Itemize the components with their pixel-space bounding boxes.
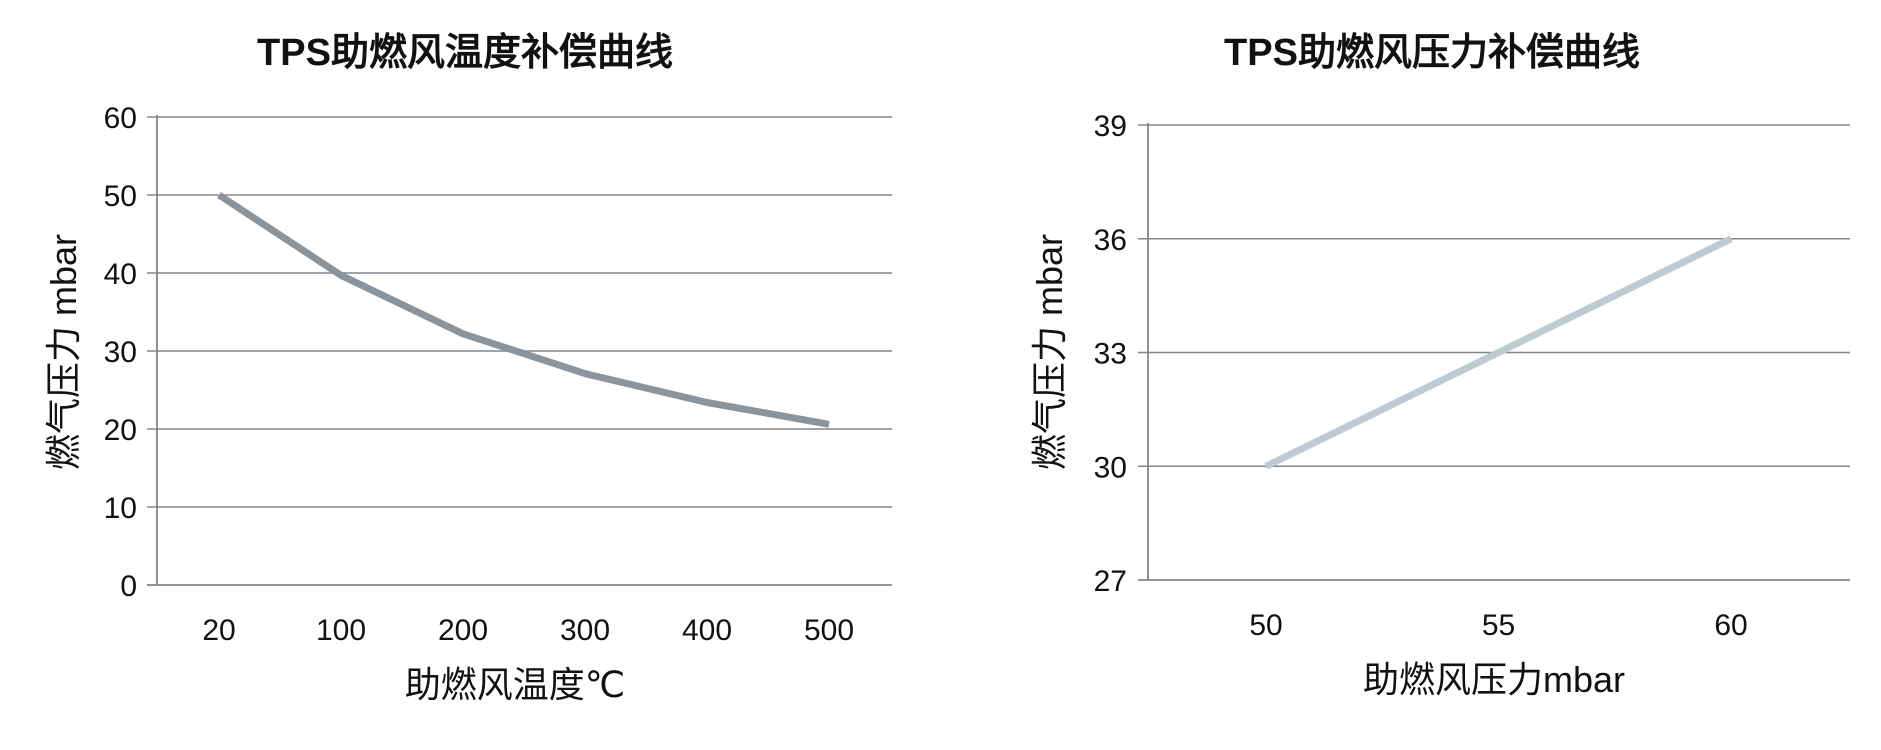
x-tick-label: 60	[1714, 609, 1747, 642]
y-tick-label: 36	[1094, 224, 1127, 257]
axes	[1147, 123, 1850, 581]
y-axis-title: 燃气压力 mbar	[43, 234, 84, 470]
x-axis-title: 助燃风温度℃	[405, 664, 625, 705]
y-tick-label: 60	[104, 102, 137, 135]
y-tick-label: 40	[104, 258, 137, 291]
series-group	[217, 192, 830, 428]
x-tick-labels: 50 55 60	[1249, 609, 1747, 642]
y-tick-labels: 27 30 33 36 39	[1094, 110, 1127, 598]
y-tick-label: 27	[1094, 565, 1127, 598]
temperature-compensation-chart: TPS助燃风温度补偿曲线 0 10 20 30 40 50 60 20 100 200 300 40…	[43, 32, 892, 705]
axes	[156, 115, 892, 586]
x-axis-title: 助燃风压力mbar	[1363, 659, 1625, 700]
y-tick-label: 20	[104, 414, 137, 447]
y-tick-label: 50	[104, 180, 137, 213]
x-tick-label: 50	[1249, 609, 1282, 642]
x-tick-label: 300	[560, 614, 610, 647]
grid-lines	[147, 116, 892, 586]
x-tick-label: 500	[804, 614, 854, 647]
y-tick-label: 33	[1094, 338, 1127, 371]
x-tick-label: 55	[1482, 609, 1515, 642]
y-tick-label: 0	[120, 570, 137, 603]
y-tick-label: 30	[1094, 451, 1127, 484]
x-tick-label: 400	[682, 614, 732, 647]
y-axis-title: 燃气压力 mbar	[1029, 234, 1070, 470]
x-tick-label: 200	[438, 614, 488, 647]
x-tick-label: 100	[316, 614, 366, 647]
x-tick-labels: 20 100 200 300 400 500	[202, 614, 854, 647]
pressure-compensation-chart: TPS助燃风压力补偿曲线 27 30 33 36 39 50 55 60 助燃风压力mbar…	[1029, 32, 1850, 700]
y-tick-label: 30	[104, 336, 137, 369]
series-group	[1264, 235, 1733, 470]
y-tick-labels: 0 10 20 30 40 50 60	[104, 102, 137, 603]
y-tick-label: 10	[104, 492, 137, 525]
grid-lines	[1138, 124, 1850, 581]
chart-title: TPS助燃风压力补偿曲线	[1224, 32, 1640, 74]
y-tick-label: 39	[1094, 110, 1127, 143]
series-line	[217, 192, 830, 428]
chart-title: TPS助燃风温度补偿曲线	[257, 32, 673, 74]
x-tick-label: 20	[202, 614, 235, 647]
